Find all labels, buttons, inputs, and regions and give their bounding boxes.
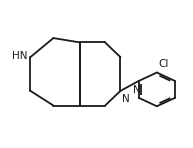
Text: N: N — [133, 85, 141, 95]
Text: Cl: Cl — [159, 59, 169, 69]
Text: N: N — [122, 94, 130, 104]
Text: HN: HN — [12, 51, 28, 61]
